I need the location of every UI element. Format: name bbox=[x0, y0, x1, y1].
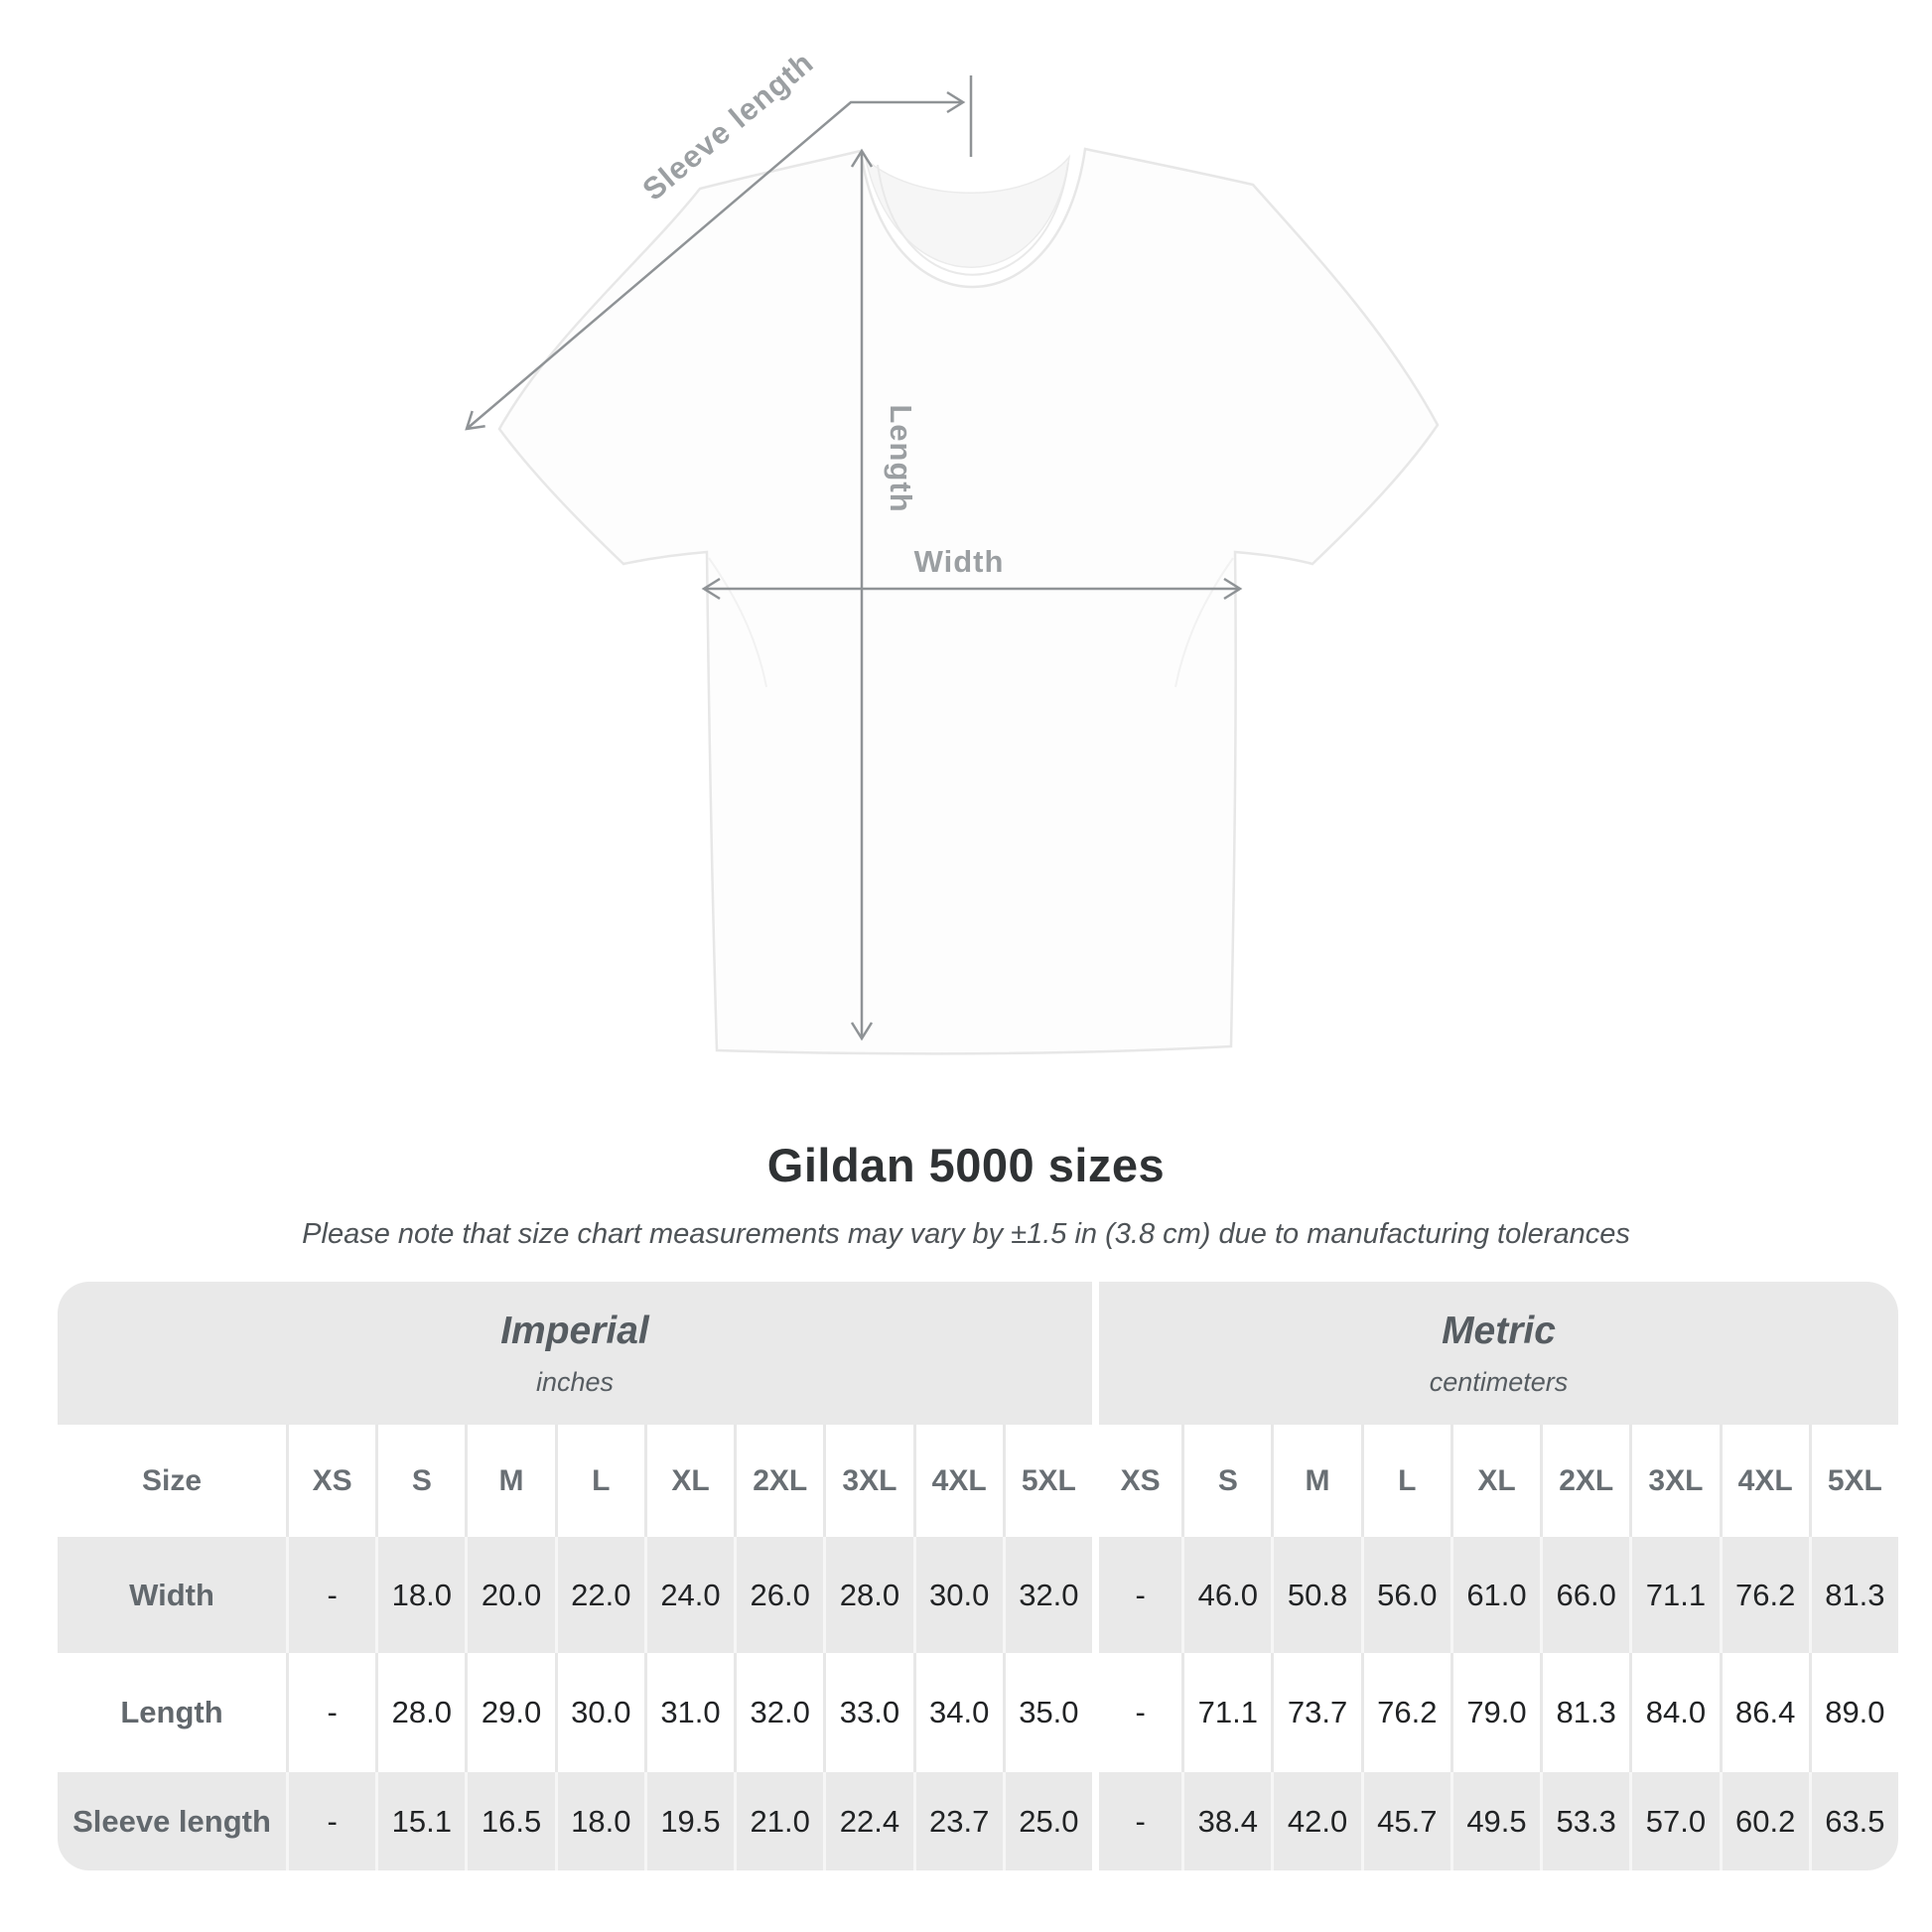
value-cell: 79.0 bbox=[1449, 1653, 1540, 1772]
size-header-cell: 4XL bbox=[1719, 1425, 1809, 1537]
value-cell: 38.4 bbox=[1181, 1772, 1271, 1870]
size-header-cell: S bbox=[1181, 1425, 1271, 1537]
tshirt-diagram: Sleeve length Length Width bbox=[465, 45, 1440, 1055]
value-cell: 50.8 bbox=[1271, 1537, 1360, 1653]
size-table: Imperial inches Metric centimeters Size … bbox=[58, 1282, 1898, 1870]
metric-unit: centimeters bbox=[1429, 1366, 1569, 1397]
value-cell: 86.4 bbox=[1719, 1653, 1809, 1772]
value-cell: 45.7 bbox=[1360, 1772, 1450, 1870]
value-cell: 81.3 bbox=[1808, 1537, 1898, 1653]
value-cell: 71.1 bbox=[1629, 1537, 1719, 1653]
length-label: Length bbox=[884, 404, 918, 512]
size-header-cell: M bbox=[1271, 1425, 1360, 1537]
size-header-cell: 4XL bbox=[912, 1425, 1003, 1537]
size-header-cell: 2XL bbox=[1540, 1425, 1629, 1537]
value-cell: 76.2 bbox=[1360, 1653, 1450, 1772]
value-cell: 33.0 bbox=[823, 1653, 912, 1772]
unit-groups-row: Imperial inches Metric centimeters bbox=[58, 1282, 1898, 1425]
value-cell: 56.0 bbox=[1360, 1537, 1450, 1653]
value-cell: 18.0 bbox=[554, 1772, 644, 1870]
value-cell: - bbox=[286, 1537, 375, 1653]
value-cell: 18.0 bbox=[375, 1537, 465, 1653]
metric-label: Metric bbox=[1442, 1309, 1556, 1352]
value-cell: 29.0 bbox=[465, 1653, 554, 1772]
table-row-length: Length - 28.0 29.0 30.0 31.0 32.0 33.0 3… bbox=[58, 1653, 1898, 1772]
row-label: Width bbox=[129, 1577, 214, 1612]
value-cell: 22.0 bbox=[554, 1537, 644, 1653]
imperial-label: Imperial bbox=[500, 1309, 649, 1352]
value-cell: 23.7 bbox=[912, 1772, 1003, 1870]
size-header-cell: 5XL bbox=[1002, 1425, 1092, 1537]
size-header-row: Size XS S M L XL 2XL 3XL 4XL 5XL XS S M … bbox=[58, 1425, 1898, 1537]
size-header-cell: XS bbox=[1091, 1425, 1181, 1537]
sleeve-length-arrow bbox=[465, 90, 966, 431]
value-cell: 89.0 bbox=[1808, 1653, 1898, 1772]
size-header-cell: 5XL bbox=[1808, 1425, 1898, 1537]
size-header-cell: L bbox=[554, 1425, 644, 1537]
value-cell: 66.0 bbox=[1540, 1537, 1629, 1653]
value-cell: 61.0 bbox=[1449, 1537, 1540, 1653]
value-cell: 53.3 bbox=[1540, 1772, 1629, 1870]
size-header-cell: XL bbox=[643, 1425, 734, 1537]
tshirt-silhouette bbox=[497, 147, 1440, 1055]
row-label: Length bbox=[120, 1695, 223, 1729]
title-block: Gildan 5000 sizes Please note that size … bbox=[0, 1138, 1932, 1251]
tolerance-note: Please note that size chart measurements… bbox=[302, 1218, 1630, 1250]
imperial-group-header: Imperial inches bbox=[58, 1282, 1092, 1425]
table-row-sleeve-length: Sleeve length - 15.1 16.5 18.0 19.5 21.0… bbox=[58, 1772, 1898, 1870]
size-header-cell: S bbox=[375, 1425, 465, 1537]
right-armpit-crease bbox=[1174, 557, 1234, 688]
size-header-cell: L bbox=[1360, 1425, 1450, 1537]
value-cell: - bbox=[286, 1653, 375, 1772]
value-cell: 35.0 bbox=[1002, 1653, 1092, 1772]
value-cell: 19.5 bbox=[643, 1772, 734, 1870]
value-cell: 81.3 bbox=[1540, 1653, 1629, 1772]
value-cell: 21.0 bbox=[734, 1772, 823, 1870]
value-cell: 32.0 bbox=[734, 1653, 823, 1772]
value-cell: 49.5 bbox=[1449, 1772, 1540, 1870]
value-cell: 16.5 bbox=[465, 1772, 554, 1870]
value-cell: 63.5 bbox=[1808, 1772, 1898, 1870]
table-row-width: Width - 18.0 20.0 22.0 24.0 26.0 28.0 30… bbox=[58, 1537, 1898, 1653]
size-header-cell: 3XL bbox=[1629, 1425, 1719, 1537]
value-cell: 25.0 bbox=[1002, 1772, 1092, 1870]
value-cell: 46.0 bbox=[1181, 1537, 1271, 1653]
value-cell: 30.0 bbox=[554, 1653, 644, 1772]
value-cell: - bbox=[286, 1772, 375, 1870]
value-cell: 60.2 bbox=[1719, 1772, 1809, 1870]
value-cell: 20.0 bbox=[465, 1537, 554, 1653]
width-label: Width bbox=[914, 544, 1005, 579]
page-title: Gildan 5000 sizes bbox=[766, 1139, 1166, 1191]
value-cell: 71.1 bbox=[1181, 1653, 1271, 1772]
value-cell: 76.2 bbox=[1719, 1537, 1809, 1653]
size-header-cell: M bbox=[465, 1425, 554, 1537]
value-cell: 15.1 bbox=[375, 1772, 465, 1870]
value-cell: 22.4 bbox=[823, 1772, 912, 1870]
value-cell: 57.0 bbox=[1629, 1772, 1719, 1870]
metric-group-header: Metric centimeters bbox=[1099, 1282, 1898, 1425]
size-col-header: Size bbox=[141, 1463, 203, 1497]
value-cell: 24.0 bbox=[643, 1537, 734, 1653]
size-header-cell: XL bbox=[1449, 1425, 1540, 1537]
value-cell: - bbox=[1091, 1653, 1181, 1772]
value-cell: 42.0 bbox=[1271, 1772, 1360, 1870]
row-label: Sleeve length bbox=[72, 1803, 271, 1839]
imperial-unit: inches bbox=[535, 1366, 615, 1397]
value-cell: 30.0 bbox=[912, 1537, 1003, 1653]
value-cell: 34.0 bbox=[912, 1653, 1003, 1772]
size-header-cell: 3XL bbox=[823, 1425, 912, 1537]
value-cell: 31.0 bbox=[643, 1653, 734, 1772]
value-cell: 28.0 bbox=[823, 1537, 912, 1653]
value-cell: 32.0 bbox=[1002, 1537, 1092, 1653]
value-cell: - bbox=[1091, 1537, 1181, 1653]
left-armpit-crease bbox=[708, 557, 767, 688]
value-cell: 26.0 bbox=[734, 1537, 823, 1653]
size-header-cell: 2XL bbox=[734, 1425, 823, 1537]
value-cell: 28.0 bbox=[375, 1653, 465, 1772]
value-cell: 84.0 bbox=[1629, 1653, 1719, 1772]
value-cell: - bbox=[1091, 1772, 1181, 1870]
size-header-cell: XS bbox=[286, 1425, 375, 1537]
value-cell: 73.7 bbox=[1271, 1653, 1360, 1772]
